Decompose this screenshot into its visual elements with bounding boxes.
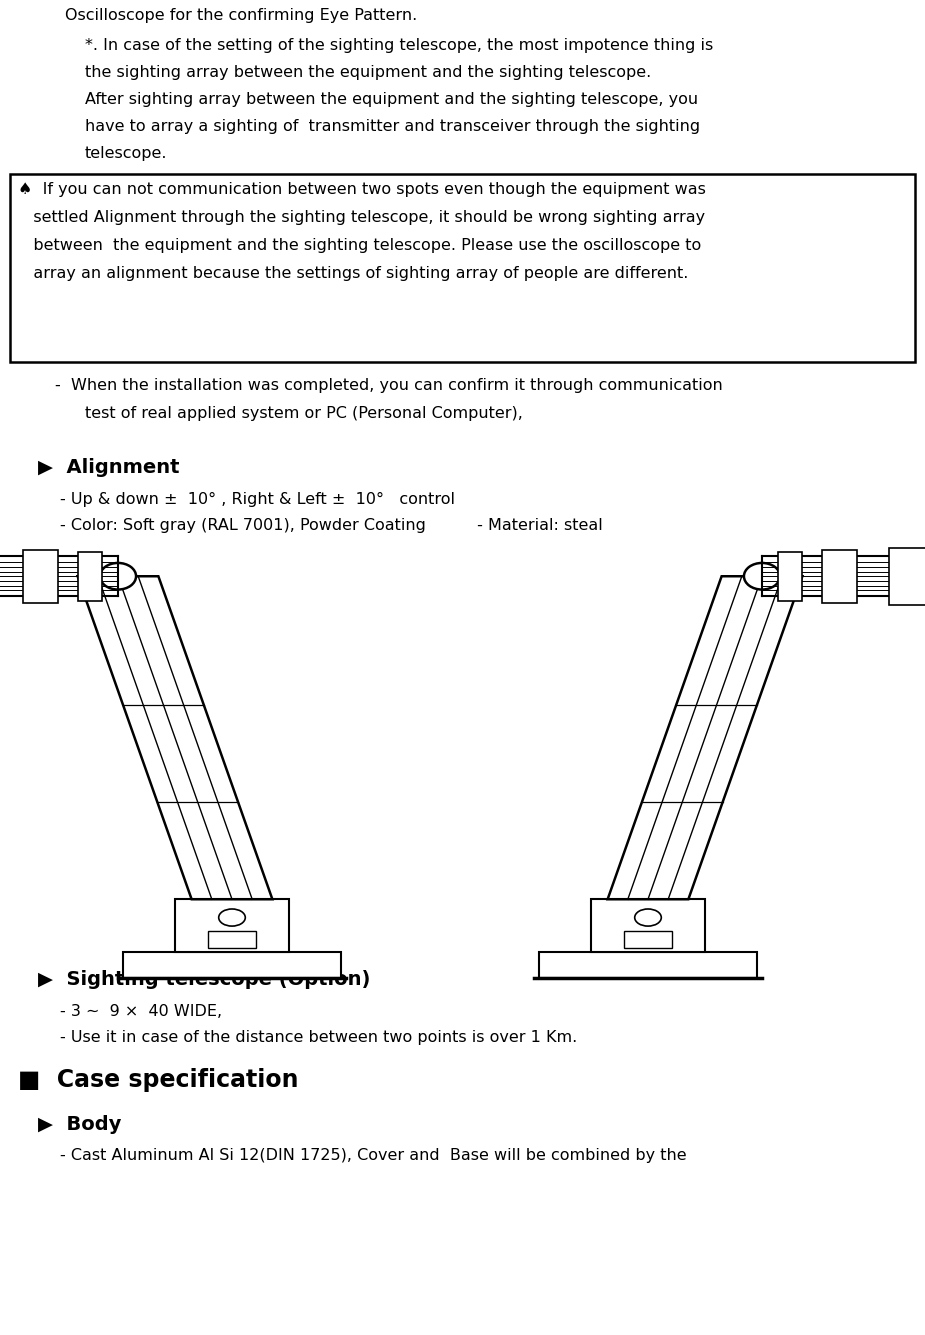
Bar xyxy=(821,550,857,603)
Text: between  the equipment and the sighting telescope. Please use the oscilloscope t: between the equipment and the sighting t… xyxy=(18,238,701,254)
Bar xyxy=(778,551,802,601)
Bar xyxy=(538,952,758,979)
Text: - Cast Aluminum Al Si 12(DIN 1725), Cover and  Base will be combined by the: - Cast Aluminum Al Si 12(DIN 1725), Cove… xyxy=(60,1148,686,1163)
Text: -  When the installation was completed, you can confirm it through communication: - When the installation was completed, y… xyxy=(55,378,722,392)
Text: - Up & down ±  10° , Right & Left ±  10°   control: - Up & down ± 10° , Right & Left ± 10° c… xyxy=(60,493,455,507)
Text: ▶  Alignment: ▶ Alignment xyxy=(38,458,179,477)
Bar xyxy=(889,547,925,605)
Bar xyxy=(591,900,705,952)
Text: settled Alignment through the sighting telescope, it should be wrong sighting ar: settled Alignment through the sighting t… xyxy=(18,210,705,226)
Bar xyxy=(10,174,915,362)
Text: - 3 ∼  9 ×  40 WIDE,: - 3 ∼ 9 × 40 WIDE, xyxy=(60,1004,222,1019)
Ellipse shape xyxy=(635,909,661,926)
Bar xyxy=(208,930,255,948)
Text: ♠  If you can not communication between two spots even though the equipment was: ♠ If you can not communication between t… xyxy=(18,182,706,198)
Text: ▶  Sighting telescope (Option): ▶ Sighting telescope (Option) xyxy=(38,971,370,989)
Bar xyxy=(23,550,58,603)
Text: the sighting array between the equipment and the sighting telescope.: the sighting array between the equipment… xyxy=(85,65,651,80)
Text: *. In case of the setting of the sighting telescope, the most impotence thing is: *. In case of the setting of the sightin… xyxy=(85,37,713,53)
Text: After sighting array between the equipment and the sighting telescope, you: After sighting array between the equipme… xyxy=(85,92,698,107)
Bar xyxy=(624,930,672,948)
Text: ▶  Body: ▶ Body xyxy=(38,1115,121,1133)
Bar xyxy=(78,551,102,601)
Text: - Use it in case of the distance between two points is over 1 Km.: - Use it in case of the distance between… xyxy=(60,1031,577,1045)
Text: - Color: Soft gray (RAL 7001), Powder Coating          - Material: steal: - Color: Soft gray (RAL 7001), Powder Co… xyxy=(60,518,603,533)
Text: Oscilloscope for the confirming Eye Pattern.: Oscilloscope for the confirming Eye Patt… xyxy=(65,8,417,23)
Text: array an alignment because the settings of sighting array of people are differen: array an alignment because the settings … xyxy=(18,266,688,280)
Ellipse shape xyxy=(218,909,245,926)
Text: test of real applied system or PC (Personal Computer),: test of real applied system or PC (Perso… xyxy=(85,406,523,421)
Bar xyxy=(175,900,289,952)
Text: have to array a sighting of  transmitter and transceiver through the sighting: have to array a sighting of transmitter … xyxy=(85,119,700,134)
Ellipse shape xyxy=(744,563,780,590)
Bar xyxy=(123,952,341,979)
Text: ■  Case specification: ■ Case specification xyxy=(18,1068,299,1092)
Ellipse shape xyxy=(100,563,136,590)
Text: telescope.: telescope. xyxy=(85,146,167,162)
